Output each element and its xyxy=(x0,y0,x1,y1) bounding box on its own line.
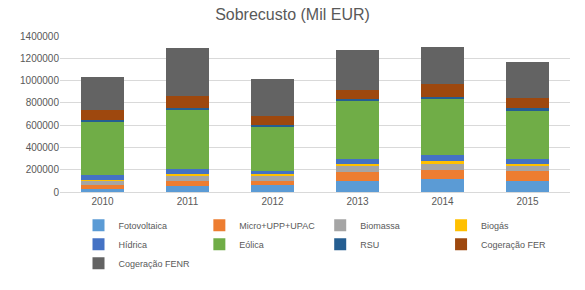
svg-text:Micro+UPP+UPAC: Micro+UPP+UPAC xyxy=(239,221,315,231)
svg-text:RSU: RSU xyxy=(360,240,379,250)
svg-text:Cogeração FER: Cogeração FER xyxy=(481,240,546,250)
svg-text:2010: 2010 xyxy=(91,196,114,207)
svg-text:Cogeração FENR: Cogeração FENR xyxy=(119,259,191,269)
svg-text:0: 0 xyxy=(53,187,59,198)
svg-text:1200000: 1200000 xyxy=(20,53,59,64)
svg-text:2015: 2015 xyxy=(516,196,539,207)
svg-text:Biogás: Biogás xyxy=(481,221,509,231)
svg-text:1400000: 1400000 xyxy=(20,31,59,42)
svg-text:200000: 200000 xyxy=(26,164,60,175)
svg-text:Hídrica: Hídrica xyxy=(119,240,148,250)
svg-text:Fotovoltaica: Fotovoltaica xyxy=(119,221,168,231)
svg-text:2013: 2013 xyxy=(346,196,369,207)
svg-text:600000: 600000 xyxy=(26,120,60,131)
svg-text:2011: 2011 xyxy=(177,196,199,207)
svg-text:1000000: 1000000 xyxy=(20,75,59,86)
svg-text:400000: 400000 xyxy=(26,142,60,153)
svg-text:2014: 2014 xyxy=(431,196,454,207)
svg-text:Sobrecusto (Mil EUR): Sobrecusto (Mil EUR) xyxy=(215,6,370,23)
svg-text:Biomassa: Biomassa xyxy=(360,221,400,231)
svg-text:800000: 800000 xyxy=(26,97,60,108)
svg-text:2012: 2012 xyxy=(261,196,284,207)
svg-text:Eólica: Eólica xyxy=(239,240,264,250)
